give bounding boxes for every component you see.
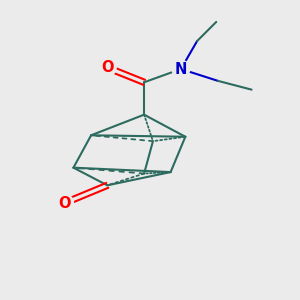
Circle shape [56,194,74,212]
Circle shape [172,60,190,78]
Circle shape [98,59,116,76]
Text: N: N [175,61,187,76]
Text: O: O [58,196,71,211]
Text: O: O [101,60,114,75]
